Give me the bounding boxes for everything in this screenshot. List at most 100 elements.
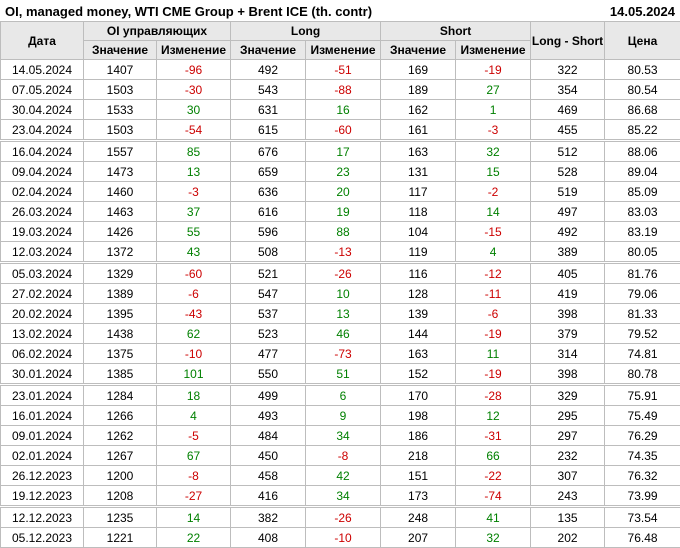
- cell-price: 83.19: [604, 221, 680, 242]
- cell-long-short: 497: [530, 201, 606, 222]
- cell-oi-value: 1407: [83, 59, 157, 80]
- cell-long-change: 20: [305, 181, 382, 202]
- cell-short-value: 189: [380, 79, 457, 100]
- report-date: 14.05.2024: [609, 4, 675, 19]
- cell-oi-change: 85: [155, 140, 232, 162]
- table-row: 23.04.2024 1503 -54 615 -60 161 -3 455 85.22: [0, 119, 680, 142]
- table-row: 14.05.2024 1407 -96 492 -51 169 -19 322 80.53: [0, 59, 680, 80]
- cell-short-change: -3: [455, 119, 532, 142]
- cell-long-value: 615: [230, 119, 307, 142]
- cell-date: 26.12.2023: [0, 465, 84, 486]
- cell-long-short: 455: [530, 119, 606, 142]
- cell-long-change: 13: [305, 303, 382, 324]
- cell-date: 23.01.2024: [0, 384, 84, 406]
- cell-oi-change: 30: [155, 99, 232, 120]
- cell-long-short: 379: [530, 323, 606, 344]
- cell-long-change: -26: [305, 262, 382, 284]
- cell-long-value: 499: [230, 384, 307, 406]
- col-subheader-long-value: Значение: [230, 40, 307, 60]
- cell-oi-value: 1372: [83, 241, 157, 264]
- cell-short-change: -31: [455, 425, 532, 446]
- cell-long-value: 616: [230, 201, 307, 222]
- cell-short-value: 119: [380, 241, 457, 264]
- cell-price: 85.22: [604, 119, 680, 142]
- cell-oi-change: 55: [155, 221, 232, 242]
- cell-oi-change: 4: [155, 405, 232, 426]
- table-row: 27.02.2024 1389 -6 547 10 128 -11 419 79.06: [0, 283, 680, 304]
- cell-short-change: 12: [455, 405, 532, 426]
- cell-long-value: 492: [230, 59, 307, 80]
- cell-long-short: 135: [530, 506, 606, 528]
- cell-long-change: 19: [305, 201, 382, 222]
- cell-short-change: -74: [455, 485, 532, 508]
- cell-date: 19.03.2024: [0, 221, 84, 242]
- cell-short-value: 248: [380, 506, 457, 528]
- cell-price: 74.81: [604, 343, 680, 364]
- cell-short-change: -22: [455, 465, 532, 486]
- cell-long-short: 469: [530, 99, 606, 120]
- cell-long-short: 512: [530, 140, 606, 162]
- cell-short-change: 14: [455, 201, 532, 222]
- cell-long-value: 458: [230, 465, 307, 486]
- table-row: 19.12.2023 1208 -27 416 34 173 -74 243 73.99: [0, 485, 680, 508]
- cell-date: 09.01.2024: [0, 425, 84, 446]
- table-row: 23.01.2024 1284 18 499 6 170 -28 329 75.91: [0, 384, 680, 406]
- cell-long-short: 202: [530, 527, 606, 548]
- cell-short-change: 27: [455, 79, 532, 100]
- table-row: 05.03.2024 1329 -60 521 -26 116 -12 405 81.76: [0, 262, 680, 284]
- cell-price: 76.29: [604, 425, 680, 446]
- col-header-short-group: Short: [380, 21, 532, 41]
- cell-long-value: 543: [230, 79, 307, 100]
- table-row: 06.02.2024 1375 -10 477 -73 163 11 314 74.81: [0, 343, 680, 364]
- cell-long-value: 450: [230, 445, 307, 466]
- cell-oi-value: 1426: [83, 221, 157, 242]
- cell-oi-change: 37: [155, 201, 232, 222]
- cell-long-value: 547: [230, 283, 307, 304]
- cell-short-change: -15: [455, 221, 532, 242]
- cell-short-value: 207: [380, 527, 457, 548]
- cell-long-value: 596: [230, 221, 307, 242]
- cell-long-change: 6: [305, 384, 382, 406]
- cell-oi-value: 1221: [83, 527, 157, 548]
- cell-long-short: 519: [530, 181, 606, 202]
- cell-short-change: -19: [455, 363, 532, 386]
- table-row: 12.12.2023 1235 14 382 -26 248 41 135 73.54: [0, 506, 680, 528]
- table-row: 12.03.2024 1372 43 508 -13 119 4 389 80.05: [0, 241, 680, 264]
- table-row: 19.03.2024 1426 55 596 88 104 -15 492 83.19: [0, 221, 680, 242]
- col-header-long-short: Long - Short: [530, 21, 606, 60]
- cell-oi-value: 1473: [83, 161, 157, 182]
- cell-long-short: 307: [530, 465, 606, 486]
- cell-long-short: 295: [530, 405, 606, 426]
- cell-long-short: 419: [530, 283, 606, 304]
- cell-long-value: 408: [230, 527, 307, 548]
- cell-short-value: 186: [380, 425, 457, 446]
- cell-long-change: 9: [305, 405, 382, 426]
- cell-long-short: 322: [530, 59, 606, 80]
- cell-date: 27.02.2024: [0, 283, 84, 304]
- table-row: 09.04.2024 1473 13 659 23 131 15 528 89.04: [0, 161, 680, 182]
- col-header-oi-group: OI управляющих: [82, 21, 232, 41]
- cell-short-change: -28: [455, 384, 532, 406]
- cell-price: 81.76: [604, 262, 680, 284]
- cell-long-value: 493: [230, 405, 307, 426]
- cell-short-change: -6: [455, 303, 532, 324]
- cell-date: 13.02.2024: [0, 323, 84, 344]
- cell-long-value: 523: [230, 323, 307, 344]
- cell-oi-value: 1266: [83, 405, 157, 426]
- cell-long-short: 405: [530, 262, 606, 284]
- cell-long-value: 382: [230, 506, 307, 528]
- cell-date: 12.12.2023: [0, 506, 84, 528]
- cell-date: 12.03.2024: [0, 241, 84, 264]
- cell-long-change: -88: [305, 79, 382, 100]
- cell-price: 79.06: [604, 283, 680, 304]
- cell-oi-change: 22: [155, 527, 232, 548]
- cell-oi-change: -8: [155, 465, 232, 486]
- table-row: 09.01.2024 1262 -5 484 34 186 -31 297 76.29: [0, 425, 680, 446]
- cell-price: 79.52: [604, 323, 680, 344]
- table-row: 13.02.2024 1438 62 523 46 144 -19 379 79.52: [0, 323, 680, 344]
- cell-oi-value: 1438: [83, 323, 157, 344]
- cell-price: 83.03: [604, 201, 680, 222]
- table-row: 30.04.2024 1533 30 631 16 162 1 469 86.68: [0, 99, 680, 120]
- cell-long-change: 34: [305, 485, 382, 508]
- cell-oi-value: 1395: [83, 303, 157, 324]
